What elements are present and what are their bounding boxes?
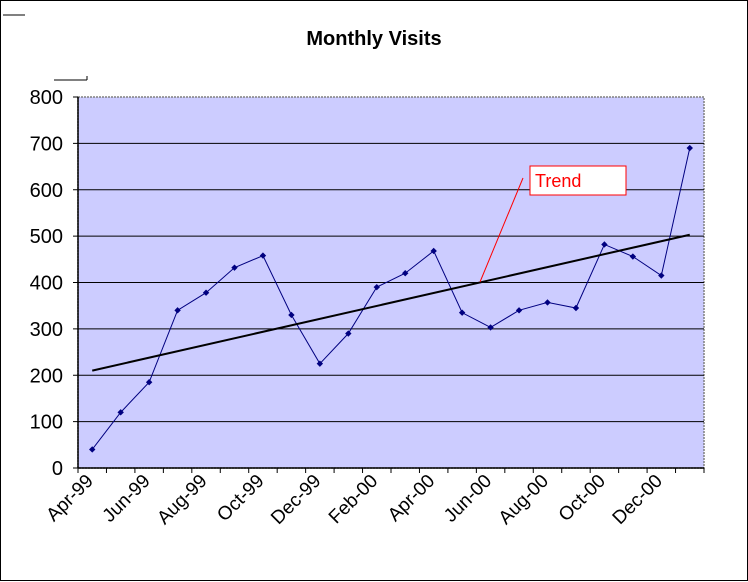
y-tick-label: 300 xyxy=(30,319,63,341)
data-point xyxy=(515,307,523,314)
data-point xyxy=(658,272,665,279)
data-point xyxy=(629,253,637,260)
y-tick-label: 700 xyxy=(30,133,63,155)
y-tick-label: 100 xyxy=(30,412,63,434)
data-point xyxy=(231,264,238,271)
data-point xyxy=(601,241,608,248)
x-tick-label: Aug-00 xyxy=(495,471,553,529)
data-point xyxy=(458,309,466,316)
data-point xyxy=(686,144,693,152)
callout-text: Trend xyxy=(535,171,581,191)
data-point xyxy=(89,446,96,453)
data-point xyxy=(430,247,437,255)
trend-line xyxy=(92,233,690,372)
data-point xyxy=(259,252,267,259)
x-tick-label: Jun-99 xyxy=(99,471,155,527)
x-tick-label: Oct-00 xyxy=(555,471,610,526)
y-tick-label: 600 xyxy=(30,180,63,202)
x-tick-label: Dec-99 xyxy=(267,471,325,529)
x-tick-label: Dec-00 xyxy=(609,471,667,529)
data-point xyxy=(202,289,210,296)
x-tick-label: Feb-00 xyxy=(325,471,382,528)
y-tick-label: 0 xyxy=(52,458,63,480)
data-point xyxy=(572,304,580,312)
y-tick-label: 200 xyxy=(30,365,63,387)
data-point xyxy=(487,324,494,331)
chart-title: Monthly Visits xyxy=(306,28,441,50)
x-tick-label: Apr-00 xyxy=(384,471,439,526)
data-point xyxy=(117,409,124,416)
data-point xyxy=(373,283,380,291)
x-tick-label: Jun-00 xyxy=(440,471,496,527)
y-tick-label: 800 xyxy=(30,87,63,109)
x-tick-label: Oct-99 xyxy=(213,471,268,526)
data-point xyxy=(345,330,352,337)
x-tick-label: Apr-99 xyxy=(43,471,98,526)
series-line xyxy=(91,147,691,450)
data-point xyxy=(544,299,551,306)
callout-leader xyxy=(479,177,524,283)
y-tick-label: 400 xyxy=(30,273,63,295)
data-point xyxy=(145,379,153,386)
data-point xyxy=(402,270,409,277)
data-point xyxy=(288,311,295,319)
data-point xyxy=(316,360,324,367)
y-tick-label: 500 xyxy=(30,226,63,248)
x-tick-label: Aug-99 xyxy=(153,471,211,529)
callout-box xyxy=(529,165,627,196)
data-point xyxy=(174,307,181,314)
